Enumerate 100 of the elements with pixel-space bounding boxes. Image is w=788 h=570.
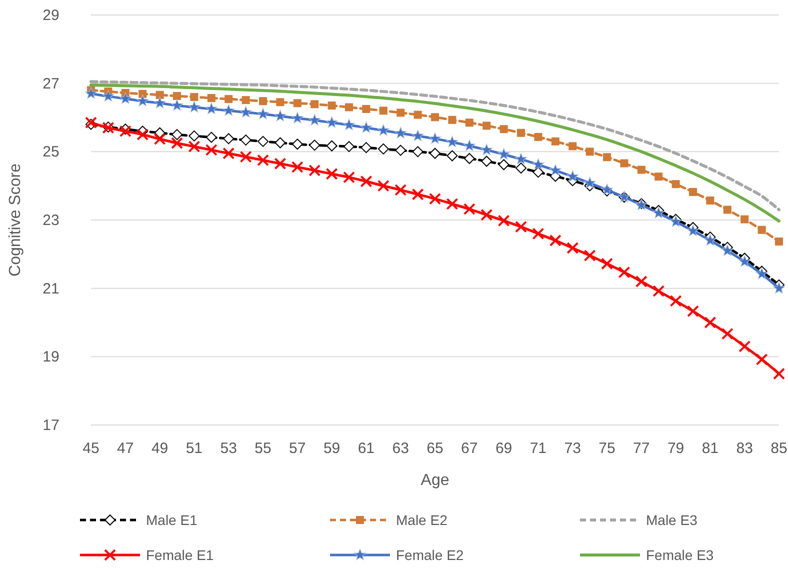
point xyxy=(514,152,528,164)
point xyxy=(276,98,284,106)
x-tick-label: 53 xyxy=(220,440,237,457)
point xyxy=(412,130,424,142)
point xyxy=(345,103,353,112)
point xyxy=(480,144,493,156)
point xyxy=(188,140,200,153)
x-tick-label: 67 xyxy=(461,440,478,457)
point xyxy=(188,100,200,112)
point xyxy=(721,328,734,340)
point xyxy=(119,92,132,104)
point xyxy=(465,118,474,127)
point xyxy=(360,121,372,133)
point xyxy=(240,106,252,118)
point xyxy=(704,234,716,246)
x-tick-label: 45 xyxy=(82,440,100,457)
point xyxy=(704,316,716,328)
point xyxy=(326,140,338,152)
point xyxy=(481,156,492,167)
point xyxy=(431,113,439,122)
point xyxy=(498,214,510,227)
point xyxy=(379,106,388,115)
point xyxy=(448,116,456,124)
point xyxy=(291,112,304,124)
y-axis-title: Cognitive Score xyxy=(7,163,24,276)
point xyxy=(156,90,164,99)
point xyxy=(224,95,233,104)
x-tick-label: 77 xyxy=(633,440,650,457)
point xyxy=(293,99,302,108)
point xyxy=(603,153,611,162)
point xyxy=(344,141,354,152)
point xyxy=(689,188,697,196)
point xyxy=(207,94,216,102)
point xyxy=(601,258,613,270)
y-tick-label: 19 xyxy=(42,348,60,366)
point xyxy=(136,94,149,106)
point xyxy=(362,104,370,113)
x-tick-label: 65 xyxy=(426,440,444,457)
y-tick-label: 25 xyxy=(42,144,60,161)
point xyxy=(154,133,166,146)
point xyxy=(205,102,218,114)
point xyxy=(326,116,338,128)
point xyxy=(429,192,441,205)
x-tick-label: 85 xyxy=(770,440,788,457)
point xyxy=(274,158,286,170)
point xyxy=(102,90,114,102)
point xyxy=(463,140,476,152)
point xyxy=(723,206,732,214)
point xyxy=(343,171,355,184)
point xyxy=(396,108,405,117)
point xyxy=(377,124,390,136)
point xyxy=(463,203,476,216)
y-tick-label: 21 xyxy=(42,280,60,298)
point xyxy=(532,228,544,240)
x-tick-label: 81 xyxy=(702,440,719,457)
y-tick-label: 17 xyxy=(42,417,60,434)
point xyxy=(620,159,628,168)
point xyxy=(258,136,268,147)
point xyxy=(740,215,749,224)
point xyxy=(136,128,149,141)
legend-label: Female E3 xyxy=(646,547,714,563)
point xyxy=(360,142,372,154)
point xyxy=(242,96,250,104)
point xyxy=(738,255,751,267)
point xyxy=(775,238,783,246)
point xyxy=(222,147,235,160)
point xyxy=(758,226,766,234)
point xyxy=(395,144,406,156)
point xyxy=(205,144,218,156)
legend-label: Female E2 xyxy=(396,547,464,563)
x-tick-label: 75 xyxy=(598,440,616,457)
point xyxy=(551,137,560,146)
point xyxy=(446,150,458,162)
point xyxy=(172,129,182,140)
point xyxy=(310,100,319,108)
point xyxy=(480,208,493,221)
point xyxy=(772,282,786,294)
point xyxy=(672,180,680,188)
x-tick-label: 61 xyxy=(358,440,375,457)
point xyxy=(430,148,440,159)
point xyxy=(568,142,577,150)
x-tick-label: 51 xyxy=(186,440,203,457)
x-tick-label: 73 xyxy=(564,440,581,457)
point xyxy=(498,159,510,170)
point xyxy=(222,104,235,116)
point xyxy=(586,148,594,156)
point xyxy=(532,166,544,178)
point xyxy=(412,146,424,158)
point xyxy=(378,143,389,154)
point xyxy=(360,175,372,188)
point xyxy=(566,170,579,182)
point xyxy=(206,132,217,143)
point xyxy=(482,122,491,130)
y-tick-label: 29 xyxy=(42,7,60,24)
point xyxy=(686,224,700,236)
point xyxy=(566,242,579,254)
point xyxy=(446,136,458,148)
point xyxy=(516,162,526,174)
point xyxy=(173,92,181,100)
point xyxy=(138,90,147,98)
